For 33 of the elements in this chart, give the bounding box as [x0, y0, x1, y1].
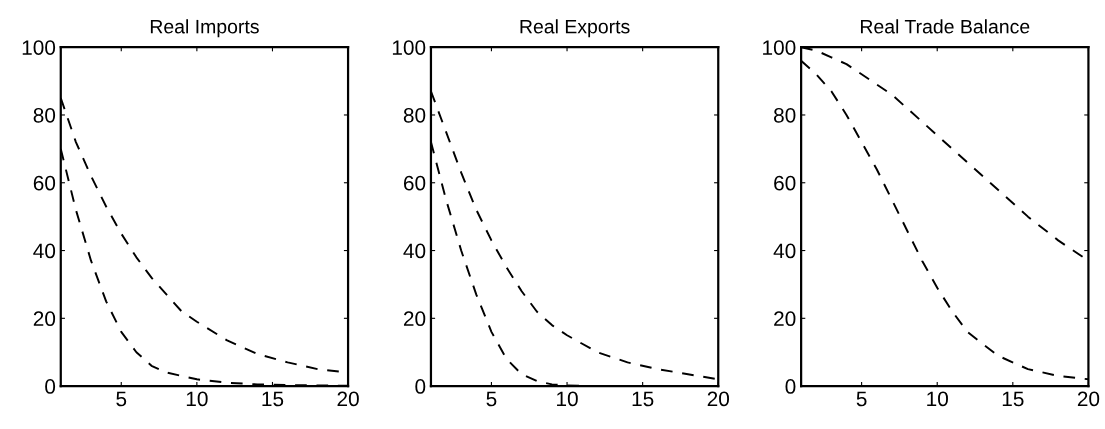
x-tick-label: 5: [856, 391, 867, 407]
chart-title: Real Exports: [520, 19, 630, 38]
y-tick-label: 80: [774, 107, 796, 123]
y-tick-label: 100: [22, 40, 56, 55]
chart-title: Real Trade Balance: [860, 19, 1030, 34]
chart-title: Real Imports: [150, 19, 259, 38]
x-tick-label: 10: [557, 391, 578, 407]
y-tick-label: 0: [785, 379, 796, 394]
x-tick-label: 20: [1077, 391, 1100, 407]
y-tick-label: 40: [33, 243, 56, 259]
y-tick-label: 60: [33, 175, 56, 191]
y-tick-label: 20: [774, 311, 796, 327]
y-tick-label: 20: [403, 311, 426, 327]
x-tick-label: 20: [707, 391, 730, 407]
x-tick-label: 10: [927, 391, 948, 407]
y-tick-label: 100: [392, 40, 426, 55]
x-tick-label: 20: [337, 391, 359, 407]
y-tick-label: 40: [773, 243, 796, 259]
x-tick-label: 5: [116, 391, 127, 407]
x-tick-label: 15: [632, 391, 654, 407]
y-tick-label: 80: [403, 107, 426, 123]
x-tick-label: 10: [186, 391, 208, 407]
y-tick-label: 100: [763, 40, 796, 55]
y-tick-label: 40: [403, 243, 426, 259]
x-tick-label: 15: [1002, 391, 1024, 407]
y-tick-label: 0: [415, 379, 426, 394]
y-tick-label: 60: [774, 175, 796, 191]
x-tick-label: 5: [486, 391, 497, 407]
y-tick-label: 20: [33, 311, 56, 327]
y-tick-label: 60: [403, 175, 426, 191]
y-tick-label: 0: [45, 379, 56, 394]
x-tick-label: 15: [262, 391, 284, 407]
y-tick-label: 80: [33, 107, 56, 123]
